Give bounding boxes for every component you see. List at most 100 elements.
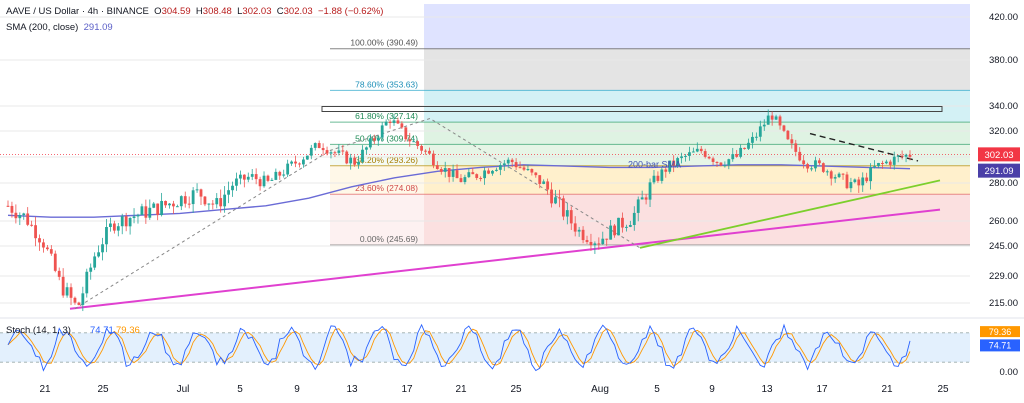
candle-body bbox=[900, 155, 904, 157]
candle-body bbox=[699, 148, 703, 152]
candle-body bbox=[802, 160, 806, 165]
fib-zone bbox=[424, 122, 970, 145]
candle-body bbox=[869, 167, 873, 182]
time-tick-label: 21 bbox=[881, 384, 893, 395]
candle-body bbox=[617, 217, 620, 236]
candle-body bbox=[38, 238, 41, 243]
candle-body bbox=[739, 147, 743, 157]
candle-body bbox=[81, 293, 85, 305]
candle-body bbox=[652, 175, 656, 183]
candle-body bbox=[22, 213, 26, 216]
candle-body bbox=[719, 162, 723, 166]
candle-body bbox=[751, 136, 754, 143]
candle-body bbox=[546, 181, 550, 190]
low-value: 302.03 bbox=[242, 6, 272, 17]
candle-body bbox=[6, 205, 10, 207]
time-tick-label: 25 bbox=[510, 384, 522, 395]
candle-body bbox=[703, 151, 707, 157]
candle-body bbox=[888, 161, 892, 165]
fib-zone-ext bbox=[330, 194, 424, 245]
candle-body bbox=[479, 177, 483, 179]
candle-body bbox=[333, 152, 337, 154]
candle-body bbox=[786, 130, 790, 140]
candle-body bbox=[325, 150, 329, 154]
open-label: O bbox=[154, 6, 162, 17]
candle-body bbox=[518, 167, 522, 169]
candle-body bbox=[34, 225, 37, 239]
candle-body bbox=[282, 174, 286, 176]
fib-label: 100.00% (390.49) bbox=[350, 38, 418, 48]
candle-body bbox=[345, 151, 349, 164]
symbol-header: AAVE / US Dollar · 4h · BINANCE O304.59 … bbox=[6, 6, 383, 17]
candle-body bbox=[455, 170, 459, 179]
candle-body bbox=[684, 155, 687, 157]
candle-body bbox=[341, 150, 345, 152]
candle-body bbox=[873, 166, 876, 168]
candle-body bbox=[707, 156, 711, 159]
grey-dashed-path bbox=[74, 117, 641, 310]
candle-body bbox=[321, 148, 325, 151]
candle-body bbox=[124, 216, 128, 227]
candle-body bbox=[908, 154, 912, 157]
candle-body bbox=[487, 170, 490, 174]
candle-body bbox=[680, 156, 683, 159]
candle-body bbox=[585, 240, 589, 242]
candle-body bbox=[77, 302, 81, 305]
candle-body bbox=[97, 252, 100, 257]
stoch-d-value: 79.36 bbox=[116, 325, 140, 336]
candle-body bbox=[10, 205, 14, 213]
candle-body bbox=[861, 177, 865, 186]
candle-body bbox=[380, 125, 384, 138]
candle-body bbox=[246, 176, 250, 180]
fib-zone bbox=[424, 48, 970, 91]
candle-body bbox=[254, 174, 258, 180]
candle-body bbox=[168, 203, 171, 206]
candle-body bbox=[814, 160, 817, 169]
sma-label: SMA (200, close) bbox=[6, 22, 79, 33]
candle-body bbox=[747, 142, 750, 149]
candle-body bbox=[357, 161, 360, 165]
fib-zone bbox=[424, 165, 970, 195]
candle-body bbox=[235, 178, 238, 186]
stoch-d-badge-bg bbox=[980, 326, 1020, 338]
candle-body bbox=[625, 226, 628, 228]
candle-body bbox=[286, 163, 290, 175]
candle-body bbox=[672, 160, 676, 166]
candle-body bbox=[743, 147, 746, 149]
candle-body bbox=[69, 287, 73, 298]
price-tick-label: 260.00 bbox=[989, 216, 1018, 227]
last-price-badge: 302.03 bbox=[984, 150, 1013, 161]
candle-body bbox=[593, 243, 597, 246]
candle-body bbox=[140, 206, 144, 215]
candle-body bbox=[61, 276, 65, 296]
candle-body bbox=[841, 173, 845, 175]
fib-zone-ext bbox=[330, 165, 424, 195]
close-label: C bbox=[276, 6, 284, 17]
candle-body bbox=[774, 116, 778, 120]
candle-body bbox=[231, 185, 234, 191]
candle-body bbox=[388, 121, 392, 124]
candle-body bbox=[101, 244, 104, 253]
candle-body bbox=[613, 225, 616, 236]
candle-body bbox=[818, 160, 821, 164]
candle-body bbox=[203, 196, 207, 205]
candle-body bbox=[727, 159, 731, 166]
candle-body bbox=[735, 154, 739, 157]
candle-body bbox=[782, 125, 786, 131]
time-tick-label: 13 bbox=[346, 384, 358, 395]
candle-body bbox=[45, 247, 49, 250]
magenta-support-line bbox=[69, 208, 941, 310]
candle-body bbox=[120, 216, 124, 227]
candle-body bbox=[223, 194, 227, 207]
time-tick-label: 5 bbox=[237, 384, 243, 395]
time-tick-label: Jul bbox=[177, 384, 190, 395]
candle-body bbox=[810, 168, 813, 170]
candle-body bbox=[207, 203, 211, 205]
candle-body bbox=[723, 165, 727, 167]
candle-body bbox=[597, 243, 601, 245]
candle-body bbox=[73, 297, 77, 303]
price-tick-label: 380.00 bbox=[989, 55, 1018, 66]
candle-body bbox=[195, 189, 199, 191]
high-label: H bbox=[195, 6, 203, 17]
